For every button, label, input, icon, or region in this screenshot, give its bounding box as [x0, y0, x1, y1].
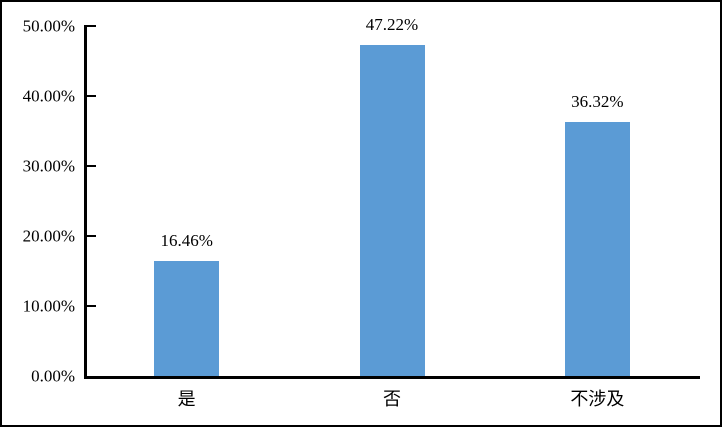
bar: [359, 45, 425, 379]
bar-data-label: 47.22%: [365, 15, 419, 35]
y-axis-tick-label: 40.00%: [22, 86, 75, 106]
bar-data-label: 16.46%: [160, 230, 213, 250]
y-axis-tick-label: 10.00%: [22, 296, 75, 316]
bar: [154, 260, 220, 379]
y-axis-tick-label: 20.00%: [22, 226, 75, 246]
y-axis-tick: [87, 165, 96, 167]
x-axis-category-label: 是: [177, 389, 196, 409]
y-axis-tick-label: 50.00%: [22, 16, 75, 36]
x-axis-category-label: 否: [383, 389, 401, 409]
y-axis-tick: [87, 235, 96, 237]
bar: [564, 121, 630, 379]
y-axis-line: [84, 25, 87, 379]
y-axis-tick-label: 30.00%: [22, 156, 75, 176]
y-axis-tick: [87, 25, 96, 27]
x-axis-category-label: 不涉及: [570, 389, 625, 409]
y-axis-tick: [87, 305, 96, 307]
x-axis-line: [84, 376, 700, 379]
bar-data-label: 36.32%: [571, 91, 624, 111]
y-axis-tick: [87, 95, 96, 97]
y-axis-tick-label: 0.00%: [31, 366, 75, 386]
